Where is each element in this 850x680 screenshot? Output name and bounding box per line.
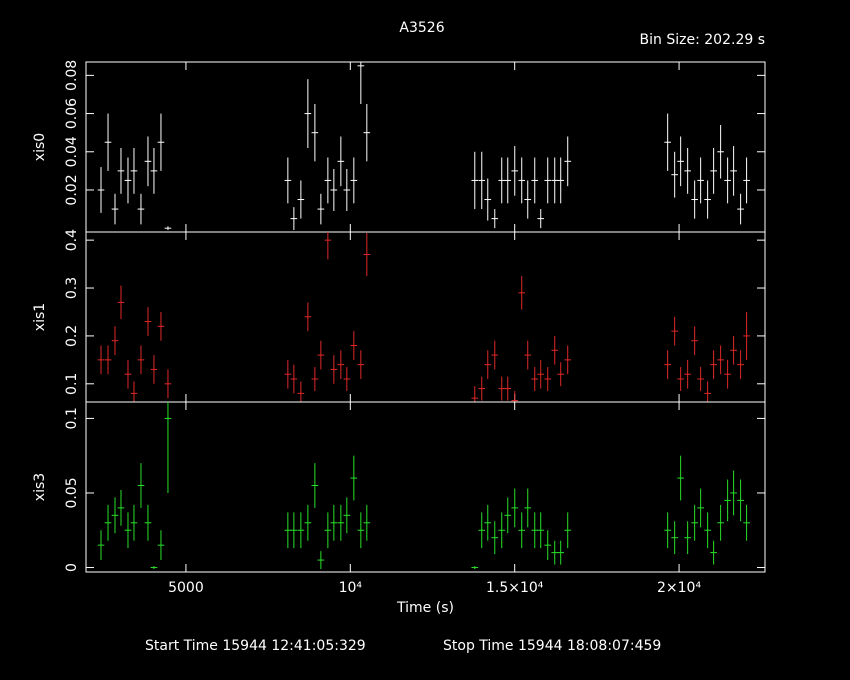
bin-size: Bin Size: 202.29 s: [640, 32, 765, 48]
start-time: Start Time 15944 12:41:05:329: [145, 638, 366, 654]
y-tick-label: 0.02: [64, 174, 80, 205]
y-tick-label: 0.04: [64, 136, 80, 167]
x-tick-label: 1.5×10⁴: [486, 580, 544, 596]
x-axis-label: Time (s): [396, 600, 454, 616]
y-tick-label: 0.2: [64, 325, 80, 347]
x-tick-label: 2×10⁴: [657, 580, 701, 596]
y-tick-label: 0.3: [64, 277, 80, 299]
panel-frame: [85, 401, 766, 573]
y-axis-label: xis3: [32, 473, 48, 501]
y-axis-label: xis1: [32, 303, 48, 331]
y-tick-label: 0.4: [64, 229, 80, 251]
y-tick-label: 0.1: [64, 407, 80, 429]
x-tick-label: 5000: [168, 580, 204, 596]
y-tick-label: 0.05: [64, 477, 80, 508]
y-tick-label: 0: [64, 563, 80, 572]
stop-time: Stop Time 15944 18:08:07:459: [443, 638, 661, 654]
chart-title: A3526: [399, 20, 444, 36]
y-tick-label: 0.1: [64, 373, 80, 395]
y-tick-label: 0.08: [64, 60, 80, 91]
x-tick-label: 10⁴: [339, 580, 363, 596]
y-tick-label: 0.06: [64, 98, 80, 129]
y-axis-label: xis0: [32, 133, 48, 161]
